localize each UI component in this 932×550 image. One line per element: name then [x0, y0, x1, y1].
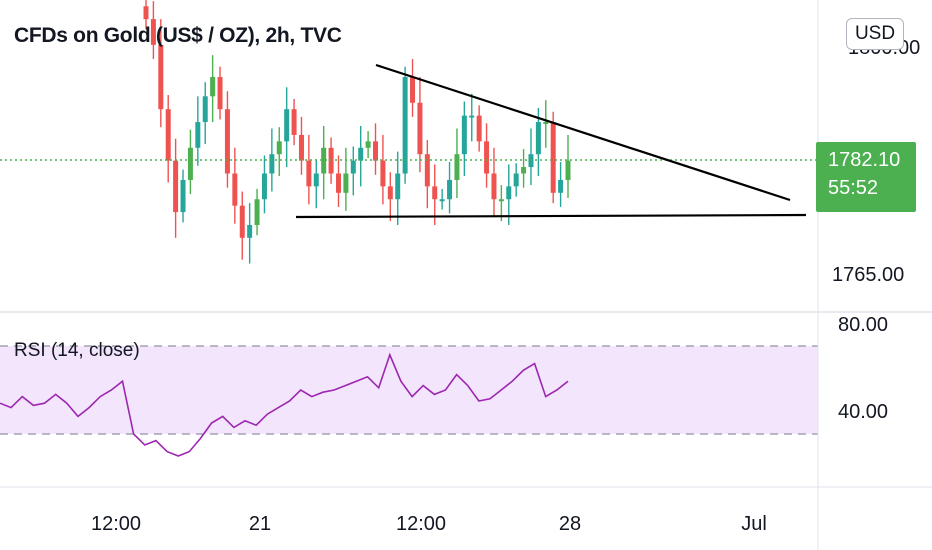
- candle-body: [217, 77, 223, 110]
- candle-body: [550, 122, 556, 193]
- bar-countdown: 55:52: [828, 177, 879, 199]
- candle-body: [454, 154, 460, 180]
- candles-layer: [143, 0, 571, 264]
- time-tick-3: 12:00: [396, 513, 446, 535]
- candle-body: [469, 115, 475, 118]
- candle-body: [535, 122, 541, 155]
- candle-body: [543, 122, 549, 125]
- time-tick-1: 12:00: [91, 513, 141, 535]
- candle-body: [558, 179, 564, 193]
- candle-body: [476, 115, 482, 142]
- candle-body: [365, 141, 371, 148]
- candle-body: [439, 199, 445, 202]
- candle-body: [306, 160, 312, 187]
- candle-body: [247, 224, 253, 238]
- candle-body: [565, 160, 571, 180]
- rsi-legend-label: RSI (14, close): [14, 340, 140, 361]
- support-line[interactable]: [295, 213, 807, 219]
- candle-body: [187, 147, 193, 180]
- candle-body: [232, 173, 238, 206]
- candle-body: [395, 173, 401, 200]
- rsi-tick-40: 40.00: [838, 401, 888, 423]
- candle-body: [180, 179, 186, 213]
- candle-body: [358, 147, 364, 161]
- currency-button[interactable]: USD: [846, 18, 904, 50]
- time-tick-5: Jul: [741, 513, 767, 535]
- candle-body: [335, 173, 341, 193]
- candle-body: [410, 77, 416, 103]
- rsi-band: [0, 346, 818, 434]
- candle-body: [158, 44, 164, 110]
- candle-body: [424, 154, 430, 187]
- candle-body: [484, 141, 490, 174]
- rsi-line: [0, 352, 569, 457]
- rsi-tick-80: 80.00: [838, 314, 888, 336]
- chart-title: CFDs on Gold (US$ / OZ), 2h, TVC: [14, 24, 342, 47]
- candle-body: [284, 109, 290, 142]
- candle-body: [321, 147, 327, 174]
- candle-body: [432, 186, 438, 200]
- candle-body: [373, 141, 379, 161]
- candle-body: [387, 186, 393, 200]
- candle-body: [261, 173, 267, 200]
- candle-body: [143, 6, 149, 20]
- candle-body: [498, 199, 504, 202]
- candle-body: [276, 141, 282, 155]
- candle-body: [350, 160, 356, 174]
- candle-body: [239, 205, 245, 238]
- candle-body: [506, 186, 512, 200]
- candle-body: [461, 115, 467, 155]
- candle-body: [313, 173, 319, 187]
- candle-body: [417, 102, 423, 155]
- candle-body: [343, 173, 349, 193]
- candle-body: [202, 96, 208, 123]
- candle-body: [380, 160, 386, 187]
- last-price-marker: 1782.10 55:52: [816, 142, 916, 212]
- candle-body: [513, 173, 519, 187]
- last-price-value: 1782.10: [828, 149, 901, 171]
- time-tick-2: 21: [249, 513, 271, 535]
- candle-body: [254, 199, 260, 225]
- axis-layer: 1800.00 1765.00 80.00 40.00 12:00 21 12:…: [91, 37, 920, 535]
- candle-body: [447, 179, 453, 200]
- candle-body: [224, 109, 230, 174]
- drawing-layer: [0, 63, 818, 457]
- candle-body: [298, 134, 304, 161]
- resistance-trendline[interactable]: [375, 63, 791, 202]
- price-tick-1765: 1765.00: [832, 264, 904, 286]
- candle-body: [521, 167, 527, 174]
- candle-body: [173, 160, 179, 213]
- candle-body: [491, 173, 497, 200]
- candle-body: [165, 109, 171, 161]
- time-tick-4: 28: [559, 513, 581, 535]
- candle-body: [150, 19, 156, 45]
- candle-body: [402, 77, 408, 174]
- candle-body: [210, 77, 216, 97]
- candle-body: [269, 154, 275, 174]
- candle-body: [291, 109, 297, 135]
- candle-body: [195, 122, 201, 148]
